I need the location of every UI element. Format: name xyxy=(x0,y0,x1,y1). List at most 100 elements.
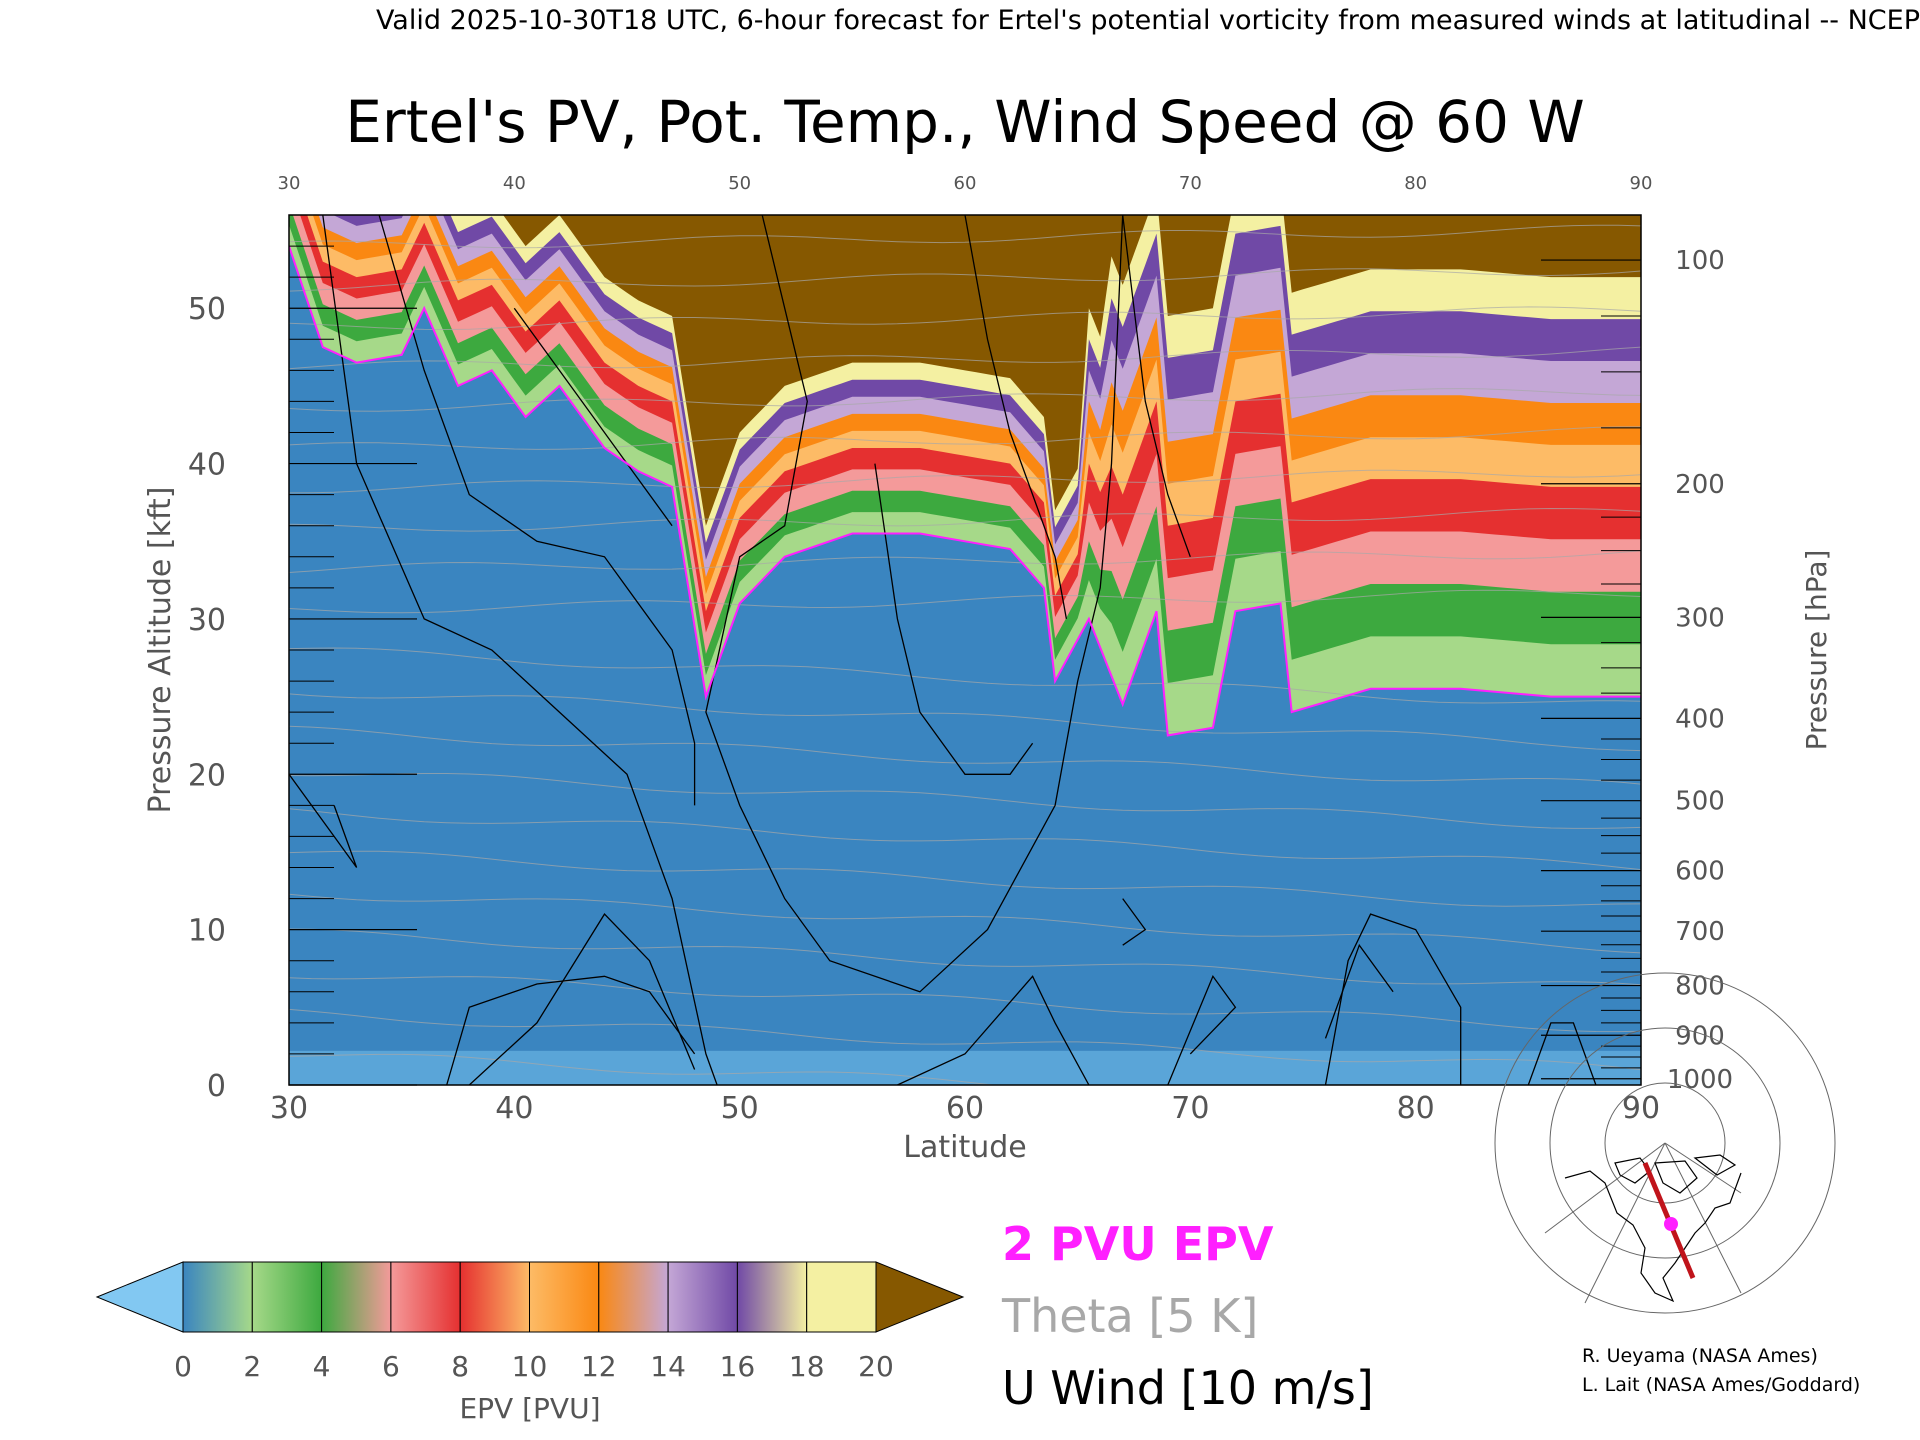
y-tick-label-left: 20 xyxy=(188,758,226,793)
x-tick-label-top: 70 xyxy=(1179,173,1202,194)
valid-time-header: Valid 2025-10-30T18 UTC, 6-hour forecast… xyxy=(376,5,1920,36)
wind-contour xyxy=(322,215,718,1085)
theta-contour xyxy=(289,647,1641,704)
theta-contour xyxy=(289,507,1641,532)
colorbar-segment xyxy=(182,1261,253,1333)
theta-contour xyxy=(289,1008,1641,1071)
section-midpoint-marker xyxy=(1664,1217,1678,1231)
x-tick-label-bottom: 30 xyxy=(270,1091,308,1126)
wind-contour xyxy=(468,913,696,1085)
colorbar-tick-label: 18 xyxy=(789,1350,825,1383)
theta-contour xyxy=(289,850,1641,907)
wind-contour xyxy=(1324,913,1462,1085)
pressure-tick-label: 200 xyxy=(1675,470,1725,500)
theta-contours xyxy=(289,224,1641,1085)
theta-contour xyxy=(289,346,1641,370)
x-tick-label-top: 60 xyxy=(954,173,977,194)
x-axis-label: Latitude xyxy=(903,1130,1026,1165)
epv-band-10 xyxy=(289,215,1641,526)
x-tick-label-top: 90 xyxy=(1630,173,1653,194)
colorbar-segment xyxy=(598,1261,669,1333)
wind-contour xyxy=(1527,1022,1597,1085)
pressure-tick-label: 700 xyxy=(1675,917,1725,947)
colorbar-segment xyxy=(251,1261,323,1333)
colorbar-segment xyxy=(321,1261,392,1333)
colorbar-tick-label: 6 xyxy=(382,1350,400,1383)
theta-contour xyxy=(289,589,1641,614)
colorbar-segment xyxy=(529,1261,600,1333)
polar-stereographic-map-icon xyxy=(1494,972,1836,1314)
epv-band-surface xyxy=(289,1050,1641,1085)
legend-wind: U Wind [10 m/s] xyxy=(1002,1361,1374,1415)
chart-title: Ertel's PV, Pot. Temp., Wind Speed @ 60 … xyxy=(345,88,1585,156)
colorbar-segment xyxy=(459,1261,531,1333)
credit-line-2: L. Lait (NASA Ames/Goddard) xyxy=(1582,1374,1860,1396)
pressure-tick-label: 800 xyxy=(1675,972,1725,1002)
y-tick-label-left: 50 xyxy=(188,292,226,327)
colorbar-tick-label: 10 xyxy=(512,1350,548,1383)
theta-contour xyxy=(289,725,1641,785)
credit-line-1: R. Ueyama (NASA Ames) xyxy=(1582,1345,1818,1367)
colorbar-tick-label: 12 xyxy=(581,1350,617,1383)
wind-contour xyxy=(1167,974,1237,1085)
wind-contour xyxy=(1324,943,1394,1039)
x-tick-label-bottom: 60 xyxy=(946,1091,984,1126)
colorbar-high-arrow xyxy=(875,1261,965,1333)
theta-contour xyxy=(289,928,1641,986)
theta-contour xyxy=(289,893,1641,954)
wind-contour xyxy=(446,975,696,1085)
colorbar-tick-label: 8 xyxy=(451,1350,469,1383)
plot-area xyxy=(289,215,1641,1085)
pressure-tick-label: 500 xyxy=(1675,787,1725,817)
wind-contour xyxy=(705,215,1124,993)
pressure-tick-label: 900 xyxy=(1675,1021,1725,1051)
colorbar-tick-label: 14 xyxy=(650,1350,686,1383)
legend-epv: 2 PVU EPV xyxy=(1002,1217,1274,1271)
pressure-tick-label: 400 xyxy=(1675,704,1725,734)
epv-colorbar: 0 2 4 6 8 10 12 14 16 18 20 xyxy=(95,1261,965,1383)
colorbar-tick-label: 2 xyxy=(243,1350,261,1383)
x-tick-label-top: 40 xyxy=(503,173,526,194)
y-axis-left-label: Pressure Altitude [kft] xyxy=(143,487,178,814)
x-tick-label-bottom: 90 xyxy=(1622,1091,1660,1126)
wind-contour xyxy=(1122,215,1191,558)
theta-contour xyxy=(289,426,1641,450)
2pvu-contour xyxy=(289,245,1641,737)
epv-band-9 xyxy=(289,215,1641,543)
y-axis-right: 100 200 300 400 500 600 700 800 900 1000 xyxy=(1541,246,1733,1095)
theta-contour xyxy=(289,224,1641,249)
colorbar-tick-label: 4 xyxy=(313,1350,331,1383)
wind-contour xyxy=(897,975,1090,1085)
x-tick-label-bottom: 80 xyxy=(1397,1091,1435,1126)
wind-contour xyxy=(378,215,696,806)
x-tick-label-bottom: 50 xyxy=(721,1091,759,1126)
colorbar-tick-label: 0 xyxy=(174,1350,192,1383)
y-tick-label-left: 10 xyxy=(188,914,226,949)
wind-contour xyxy=(964,215,1068,620)
legend-theta: Theta [5 K] xyxy=(1001,1289,1258,1343)
colorbar-low-arrow xyxy=(95,1261,184,1333)
colorbar-label: EPV [PVU] xyxy=(459,1392,600,1425)
colorbar-tick-label: 16 xyxy=(720,1350,756,1383)
wind-contour xyxy=(513,307,673,527)
x-tick-label-bottom: 40 xyxy=(495,1091,533,1126)
colorbar-tick-label: 20 xyxy=(858,1350,894,1383)
wind-contour xyxy=(1122,898,1147,946)
pressure-tick-label: 600 xyxy=(1675,857,1725,887)
theta-contour xyxy=(289,550,1641,573)
y-tick-label-left: 30 xyxy=(188,603,226,638)
theta-contour xyxy=(289,268,1641,292)
colorbar-segment xyxy=(806,1261,877,1333)
theta-contour xyxy=(289,306,1641,331)
y-axis-left: 0 10 20 30 40 50 xyxy=(188,245,417,1104)
theta-contour xyxy=(289,469,1641,494)
colorbar-segment xyxy=(667,1261,738,1333)
colorbar-segment xyxy=(736,1261,808,1333)
y-axis-right-label: Pressure [hPa] xyxy=(1800,550,1833,751)
theta-contour xyxy=(289,976,1641,1033)
theta-contour xyxy=(289,1053,999,1085)
theta-contour xyxy=(289,693,1641,752)
theta-contour xyxy=(289,808,1641,871)
theta-contour xyxy=(289,773,1641,829)
